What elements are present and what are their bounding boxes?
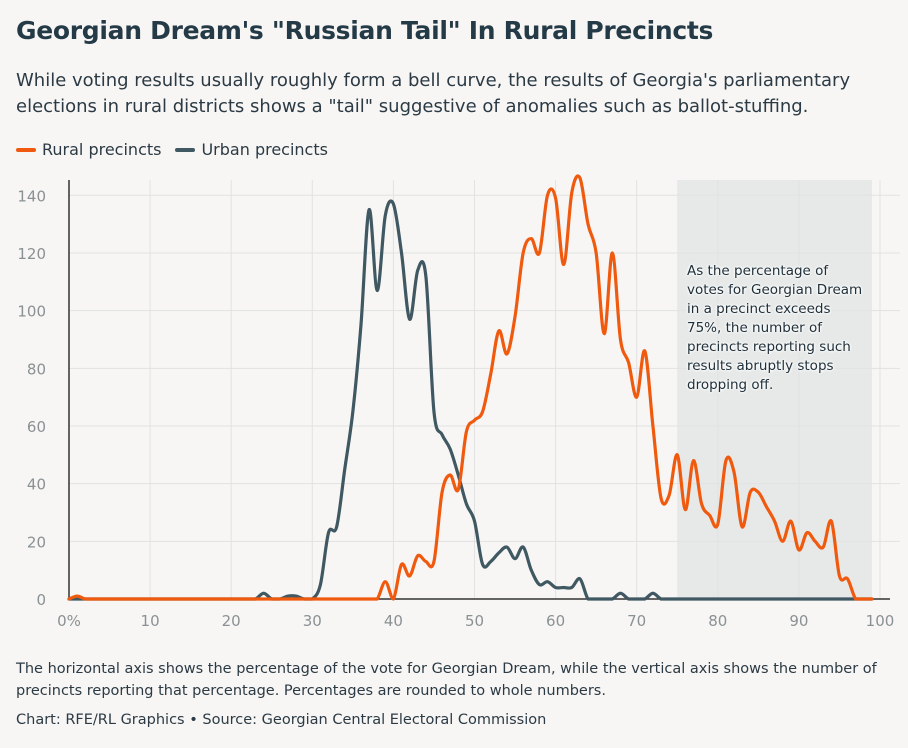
y-tick-label: 80	[27, 360, 46, 378]
x-tick-label: 40	[384, 612, 403, 630]
legend-label-rural: Rural precincts	[42, 140, 162, 159]
y-tick-label: 20	[27, 533, 46, 551]
x-tick-label: 0%	[57, 612, 81, 630]
x-tick-label: 20	[222, 612, 241, 630]
x-tick-label: 10	[141, 612, 160, 630]
chart-title: Georgian Dream's "Russian Tail" In Rural…	[16, 16, 714, 45]
highlight-band	[677, 180, 872, 599]
y-tick-label: 140	[17, 187, 46, 205]
x-tick-label: 70	[627, 612, 646, 630]
chart-subtitle: While voting results usually roughly for…	[16, 70, 851, 117]
x-tick-label: 90	[789, 612, 808, 630]
legend: Rural precincts Urban precincts	[16, 140, 342, 159]
legend-item-urban: Urban precincts	[175, 140, 328, 159]
x-tick-label: 80	[708, 612, 727, 630]
x-tick-label: 50	[465, 612, 484, 630]
y-tick-label: 40	[27, 476, 46, 494]
legend-swatch-rural	[16, 147, 36, 152]
legend-item-rural: Rural precincts	[16, 140, 161, 159]
legend-swatch-urban	[175, 147, 196, 152]
legend-label-urban: Urban precincts	[201, 140, 328, 159]
chart-footnote: The horizontal axis shows the percentage…	[16, 661, 877, 699]
chart-annotation: As the percentage of votes for Georgian …	[687, 263, 863, 393]
chart-credit: Chart: RFE/RL Graphics • Source: Georgia…	[16, 712, 547, 728]
y-tick-label: 100	[17, 303, 46, 321]
x-tick-label: 100	[866, 612, 895, 630]
y-tick-label: 60	[27, 418, 46, 436]
y-tick-label: 0	[36, 591, 46, 609]
chart-plot: 0 20 40 60 80 100 120 140 0% 10 20 30 40 50 60 70 80 90 10…	[17, 174, 900, 630]
series-line-rural	[67, 174, 874, 601]
x-tick-label: 30	[303, 612, 322, 630]
x-tick-label: 60	[546, 612, 565, 630]
y-tick-label: 120	[17, 245, 46, 263]
